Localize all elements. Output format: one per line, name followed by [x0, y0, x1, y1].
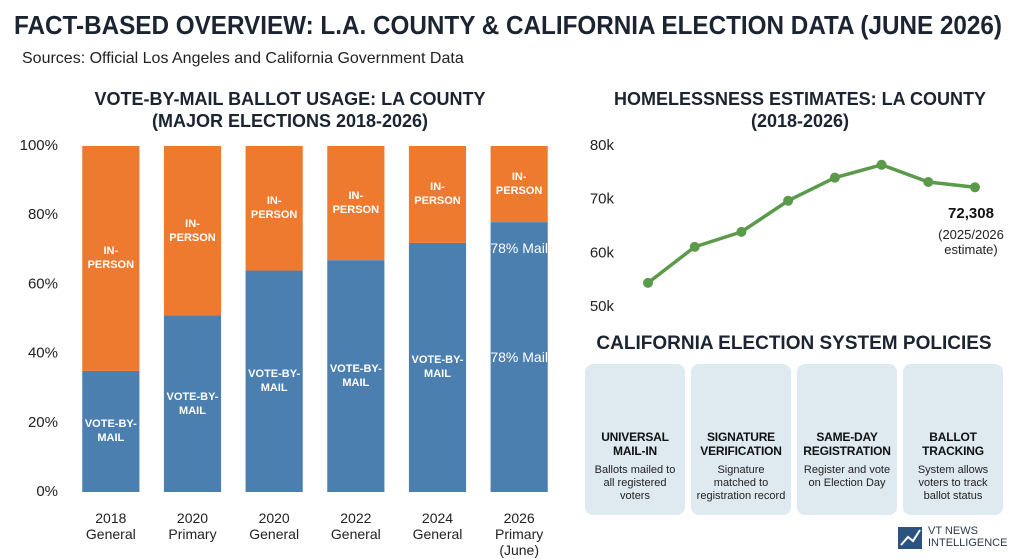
policy-card: SAME-DAY REGISTRATION Register and vote o… — [797, 364, 897, 515]
annotation: (2025/2026 estimate) — [938, 227, 1004, 258]
policy-card: SIGNATURE VERIFICATION Signature matched … — [691, 364, 791, 515]
bar-segment — [327, 260, 385, 492]
point — [923, 176, 934, 187]
segment-label: VOTE-BY-MAIL — [329, 363, 382, 390]
card-title: SAME-DAY REGISTRATION — [803, 430, 891, 458]
policy-card: BALLOT TRACKING System allows voters to t… — [903, 364, 1003, 515]
segment-label: IN-PERSON — [87, 245, 135, 272]
point — [689, 241, 700, 252]
segment-label: IN-PERSON — [414, 181, 461, 208]
y-tick-label: 80% — [28, 206, 58, 223]
x-tick-label: 2022 General — [330, 510, 381, 542]
brand: VT NEWS INTELLIGENCE — [928, 525, 1008, 549]
y-tick-label: 0% — [36, 483, 58, 500]
y-tick-label: 100% — [20, 137, 58, 154]
x-tick-label: 2024 General — [412, 510, 463, 542]
x-tick-label: 2020 Primary — [168, 510, 217, 542]
bar-segment — [490, 146, 548, 223]
point — [876, 159, 887, 170]
bar-segment — [490, 222, 548, 492]
bar-segment — [82, 146, 140, 371]
bar-segment — [327, 146, 385, 261]
card-text: System allows voters to track ballot sta… — [917, 464, 989, 502]
y-tick-label: 60k — [590, 244, 615, 261]
x-tick-label: 2020 General — [249, 510, 300, 542]
line-chart-title: HOMELESSNESS ESTIMATES: LA COUNTY (2018-… — [613, 89, 987, 131]
segment-label: VOTE-BY-MAIL — [411, 354, 464, 381]
segment-label: 78% Mail — [490, 349, 548, 366]
bar-segment — [163, 146, 222, 316]
card-text: Register and vote on Election Day — [803, 464, 891, 489]
bar-segment — [408, 146, 467, 243]
bar-segment — [245, 270, 303, 492]
segment-label: VOTE-BY-MAIL — [248, 368, 301, 395]
segment-label: IN-PERSON — [495, 171, 543, 198]
card-text: Ballots mailed to all registered voters — [594, 464, 676, 502]
bar-segment — [82, 370, 140, 492]
card-title: BALLOT TRACKING — [922, 430, 984, 458]
y-tick-label: 50k — [590, 298, 615, 315]
segment-label: IN-PERSON — [169, 217, 216, 244]
point — [970, 182, 980, 193]
point — [643, 277, 653, 288]
point — [829, 172, 840, 183]
page-subtitle: Sources: Official Los Angeles and Califo… — [22, 50, 464, 67]
x-tick-label: 2018 General — [85, 510, 136, 542]
card-text: Signature matched to registration record — [696, 464, 786, 502]
card-title: UNIVERSAL MAIL-IN — [601, 430, 669, 458]
brand-logo — [898, 527, 922, 549]
value-label: 72,308 — [948, 205, 994, 222]
page-title: FACT-BASED OVERVIEW: L.A. COUNTY & CALIF… — [14, 10, 1002, 40]
segment-label: VOTE-BY-MAIL — [166, 390, 219, 417]
segment-label: IN-PERSON — [250, 195, 298, 222]
bar-segment — [408, 242, 467, 492]
x-tick-label: 2026 Primary (June) — [495, 510, 544, 558]
bar-segment — [245, 146, 303, 271]
point — [783, 195, 794, 206]
card-title: SIGNATURE VERIFICATION — [700, 430, 782, 458]
y-tick-label: 20% — [28, 414, 58, 431]
point — [736, 226, 747, 237]
bar-chart-title: VOTE-BY-MAIL BALLOT USAGE: LA COUNTY (MA… — [94, 89, 486, 131]
y-tick-label: 70k — [590, 191, 615, 208]
segment-label: VOTE-BY-MAIL — [84, 418, 137, 445]
segment-label: IN-PERSON — [332, 190, 380, 217]
annotation: 78% Mail — [490, 240, 548, 256]
y-tick-label: 60% — [28, 275, 58, 292]
policies-title: CALIFORNIA ELECTION SYSTEM POLICIES — [596, 333, 992, 354]
policy-card: UNIVERSAL MAIL-IN Ballots mailed to all r… — [585, 364, 685, 515]
bar-segment — [163, 315, 222, 492]
y-tick-label: 40% — [28, 345, 58, 362]
y-tick-label: 80k — [590, 137, 615, 154]
line — [646, 163, 976, 285]
